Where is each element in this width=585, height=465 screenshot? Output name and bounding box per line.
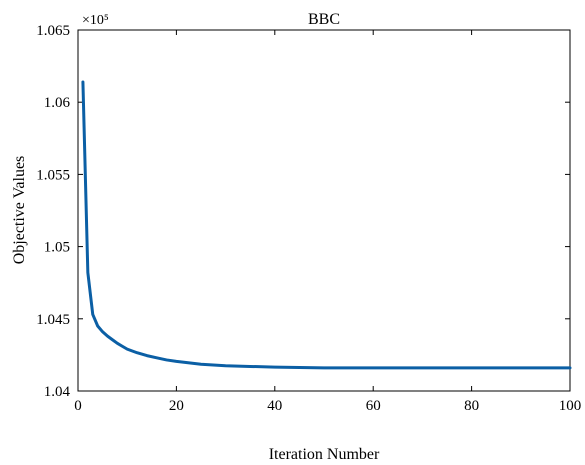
x-tick-label: 40 (267, 398, 282, 414)
y-tick-label: 1.05 (44, 240, 70, 256)
y-tick-label: 1.045 (36, 312, 70, 328)
y-ticks: 1.04 1.045 1.05 1.055 1.06 1.065 (36, 23, 570, 400)
x-tick-label: 80 (464, 398, 479, 414)
y-tick-label: 1.065 (36, 23, 70, 39)
x-tick-label: 0 (74, 398, 82, 414)
x-tick-label: 60 (366, 398, 381, 414)
y-tick-label: 1.055 (36, 167, 70, 183)
y-tick-label: 1.04 (44, 384, 71, 400)
x-tick-label: 20 (169, 398, 184, 414)
y-tick-label: 1.06 (44, 95, 71, 111)
series-line (81, 80, 572, 370)
y-exponent-label: ×10⁵ (82, 13, 109, 28)
chart-title: BBC (308, 11, 340, 28)
x-ticks: 0 20 40 60 80 100 (74, 30, 581, 414)
x-tick-label: 100 (559, 398, 582, 414)
y-axis-label: Objective Values (11, 156, 28, 265)
x-axis-label: Iteration Number (269, 446, 380, 463)
series-layer (81, 80, 572, 370)
plot-area (77, 29, 571, 392)
